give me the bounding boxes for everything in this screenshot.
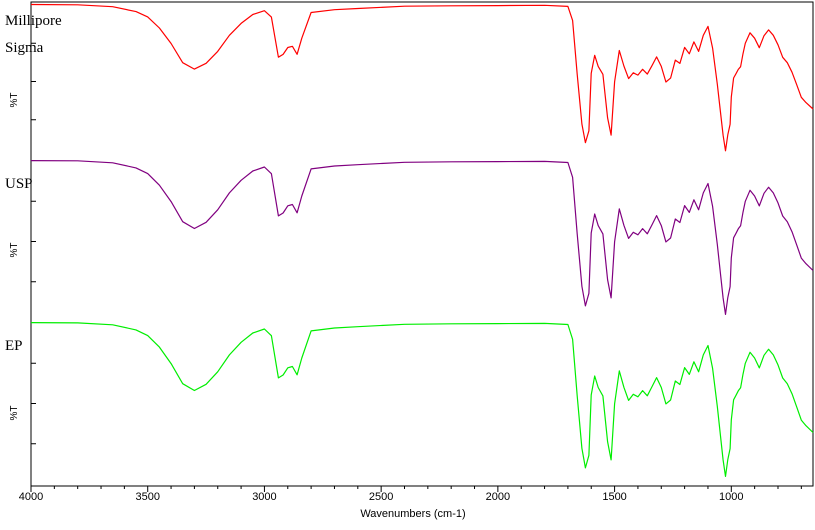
series-label: Millipore	[5, 13, 62, 29]
series-line-2	[30, 322, 814, 477]
x-axis-title: Wavenumbers (cm-1)	[360, 508, 465, 520]
x-tick-label: 1500	[602, 491, 626, 503]
plot-frame	[30, 1, 814, 487]
series-line-1	[30, 160, 814, 315]
series-label: EP	[5, 338, 23, 354]
y-axis-label: %T	[9, 406, 20, 421]
series-line-0	[30, 3, 814, 152]
x-tick-label: 1000	[719, 491, 743, 503]
x-tick-label: 3500	[135, 491, 159, 503]
series-label: Sigma	[5, 40, 44, 56]
plot-lines	[30, 3, 814, 477]
y-axis-label: %T	[9, 93, 20, 108]
axes: 4000 3500 3000 2500 2000 1500 1000 %T %T %T	[9, 1, 814, 503]
x-tick-label: 3000	[252, 491, 276, 503]
x-tick-label: 2500	[369, 491, 393, 503]
labels: Millipore Sigma USP EP	[5, 13, 62, 354]
y-axis-label: %T	[9, 243, 20, 258]
x-tick-label: 4000	[19, 491, 43, 503]
x-tick-label: 2000	[486, 491, 510, 503]
series-label: USP	[5, 176, 33, 192]
